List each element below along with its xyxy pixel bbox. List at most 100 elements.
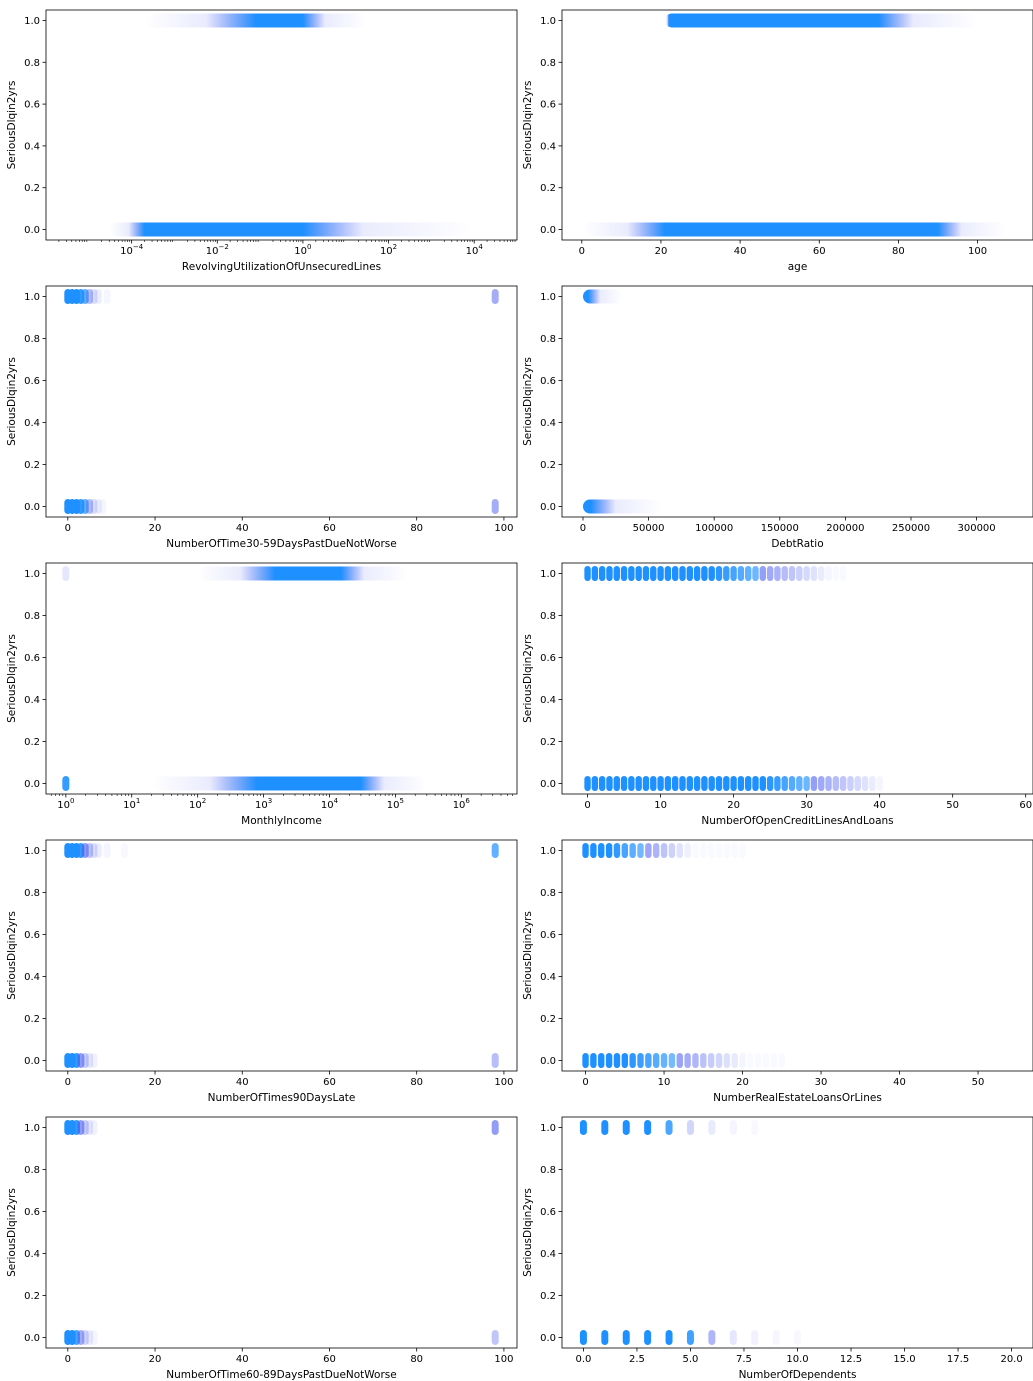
point-x11-y1 [668,843,676,858]
point-x16-y0 [701,776,708,791]
x-axis-label: NumberOfOpenCreditLinesAndLoans [701,815,893,827]
y-tick-label: 0.0 [540,1333,556,1344]
marks-5 [584,566,883,791]
x-tick-label: 100 [494,1354,513,1365]
point-x6-y1 [628,566,635,581]
y-tick-label: 0.8 [24,1165,40,1176]
marks-2 [64,289,499,514]
marks-8 [64,1120,499,1345]
point-x3-y1 [605,843,613,858]
y-tick-label: 0.8 [540,611,556,622]
x-axis-label: NumberOfTime30-59DaysPastDueNotWorse [166,538,396,550]
point-x30-y0 [803,776,810,791]
x-tick-label: 0 [65,523,71,534]
y-tick-label: 0.6 [540,653,556,664]
point-x14-y1 [692,843,698,858]
y-tick-label: 0.8 [540,334,556,345]
axes-frame [45,562,518,795]
marks-7 [582,843,777,1068]
point-x12-y0 [676,1053,683,1068]
x-tick-label: 103 [255,797,272,811]
y-tick-label: 0.8 [540,888,556,899]
density-band-y1 [197,566,407,581]
point-x38-y0 [861,776,869,791]
point-x8-y0 [99,499,107,514]
y-tick-label: 0.4 [540,418,556,429]
point-x5-y0 [620,776,628,791]
point-x1-y0 [591,776,599,791]
x-axis-label: RevolvingUtilizationOfUnsecuredLines [182,261,381,273]
y-axis-label: SeriousDlqin2yrs [522,357,534,446]
point-x9-y1 [103,843,111,858]
y-tick-label: 0.6 [24,100,40,111]
point-x13-y0 [684,1053,691,1068]
point-x23-y0 [763,1053,769,1068]
density-band-y1 [144,13,367,28]
x-tick-label: 5.0 [683,1354,699,1365]
subplot-5: 0.0 0.2 0.4 0.6 0.8 1.0 0 10 20 30 40 50 60 NumberOfO… [522,562,1033,827]
point-x3-y0 [644,1330,652,1345]
y-tick-label: 0.4 [540,695,556,706]
point-x1-y0 [62,776,70,791]
y-tick-label: 0.0 [24,502,40,513]
x-tick-label: 60 [813,246,826,257]
point-x23-y0 [752,776,759,791]
point-x3-y0 [605,1053,613,1068]
point-x19-y0 [731,1053,738,1068]
y-tick-label: 0.6 [540,100,556,111]
y-tick-label: 0.4 [24,695,40,706]
point-x10-y0 [660,1053,668,1068]
point-x7-y1 [635,566,642,581]
point-x19-y0 [723,776,730,791]
point-x18-y0 [723,1053,731,1068]
subplot-6: 0.0 0.2 0.4 0.6 0.8 1.0 0 20 40 60 80 100 NumberOfTi… [6,839,518,1104]
point-x35-y1 [840,566,846,581]
point-x35-y0 [839,776,847,791]
point-x0-y1 [584,566,591,581]
y-tick-label: 0.4 [24,418,40,429]
point-x9-y0 [772,1330,780,1345]
point-x24-y0 [771,1053,777,1068]
y-tick-label: 0.2 [540,460,556,471]
point-x4-y1 [613,843,621,858]
point-x0-y0 [579,1330,587,1345]
point-x12-y0 [671,776,679,791]
y-tick-label: 0.0 [24,1056,40,1067]
point-x6-y0 [90,1053,98,1068]
point-x4-y0 [613,1053,621,1068]
point-x3-y0 [77,1330,85,1345]
y-tick-label: 0.8 [24,611,40,622]
subplot-8: 0.0 0.2 0.4 0.6 0.8 1.0 0 20 40 60 80 100 NumberOfTi… [6,1116,518,1381]
point-x28-y0 [788,776,796,791]
point-x27-y0 [781,776,788,791]
point-x6-y0 [628,776,635,791]
x-tick-label: 150000 [761,523,799,534]
point-x18-y0 [715,776,723,791]
point-x10-y1 [657,566,664,581]
marks-9 [579,1120,801,1345]
y-tick-label: 0.6 [24,1207,40,1218]
point-x1-y1 [591,566,599,581]
point-x3-y0 [606,776,613,791]
subplot-9: 0.0 0.2 0.4 0.6 0.8 1.0 0.0 2.5 5.0 7.5 10.0 12.5 15… [522,1116,1033,1381]
y-axis-label: SeriousDlqin2yrs [522,911,534,1000]
x-tick-label: 300000 [957,523,995,534]
point-x20-y0 [730,776,737,791]
point-x6-y1 [90,1120,98,1135]
x-tick-label: 102 [189,797,206,811]
point-x98-y1 [491,1120,499,1135]
point-x33-y1 [825,566,832,581]
point-x30-y1 [803,566,810,581]
point-x4-y1 [81,1120,89,1135]
point-x29-y0 [796,776,803,791]
axes-frame [561,562,1033,795]
axes-frame [561,285,1033,518]
x-tick-label: 60 [323,523,336,534]
y-tick-label: 0.8 [24,888,40,899]
point-x31-y0 [810,776,818,791]
point-x0-y1 [579,1120,587,1135]
point-x14-y0 [692,1053,699,1068]
y-tick-label: 0.6 [24,653,40,664]
point-x9-y1 [653,843,660,858]
point-x8-y0 [751,1330,759,1345]
